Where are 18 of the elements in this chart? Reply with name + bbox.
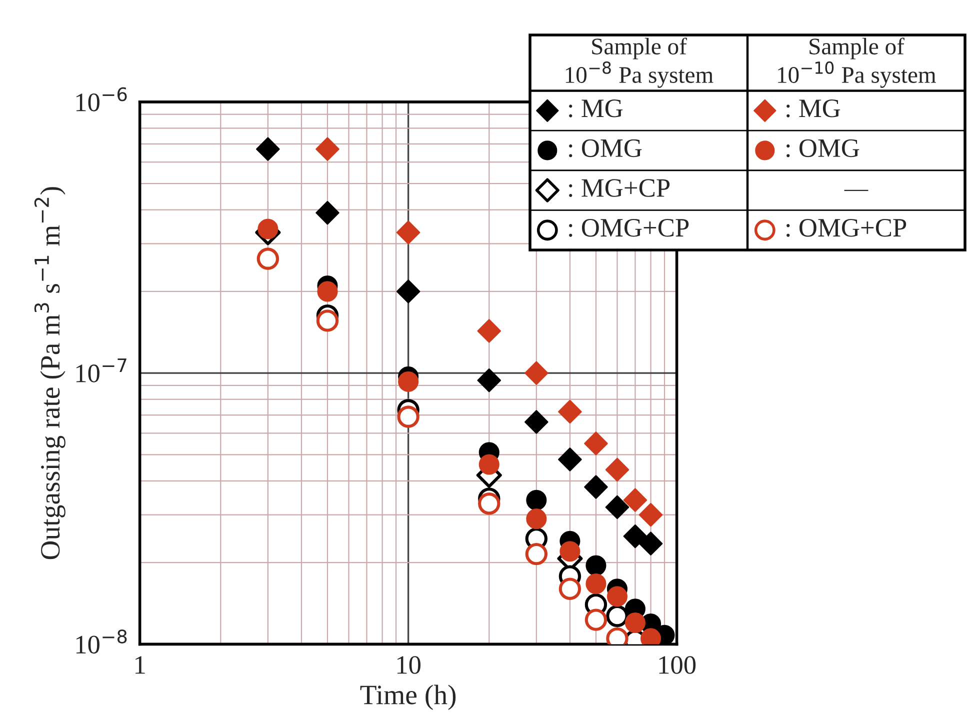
text: — [844,190,868,192]
text: Sample of 10$^{−8}$ Pa system [566,38,714,88]
x-tick-label: 100 [659,656,696,674]
y-axis-title: Outgassing rate (Pa m$^{3}$ s$^{−1}$ m$^{−2}$) [34,187,66,560]
legend-label: : OMG+CP [786,218,906,237]
legend-label: : MG [569,100,623,118]
y-tick-label: 10$^{−7}$ [76,358,126,382]
x-tick-label: 1 [136,656,145,674]
y-tick-label: 10$^{−6}$ [76,87,127,112]
x-axis-title: Time (h) [360,684,456,710]
legend-label: : OMG+CP [569,218,689,237]
x-tick-label: 10 [397,656,420,674]
text: Sample of 10$^{−10}$ Pa system [778,38,936,88]
y-tick-label: 10$^{−8}$ [76,630,127,654]
legend-label: : MG [786,100,840,118]
legend-label: : MG+CP [569,179,670,197]
legend-label: : OMG [569,139,642,158]
legend-label: : OMG [786,139,860,158]
